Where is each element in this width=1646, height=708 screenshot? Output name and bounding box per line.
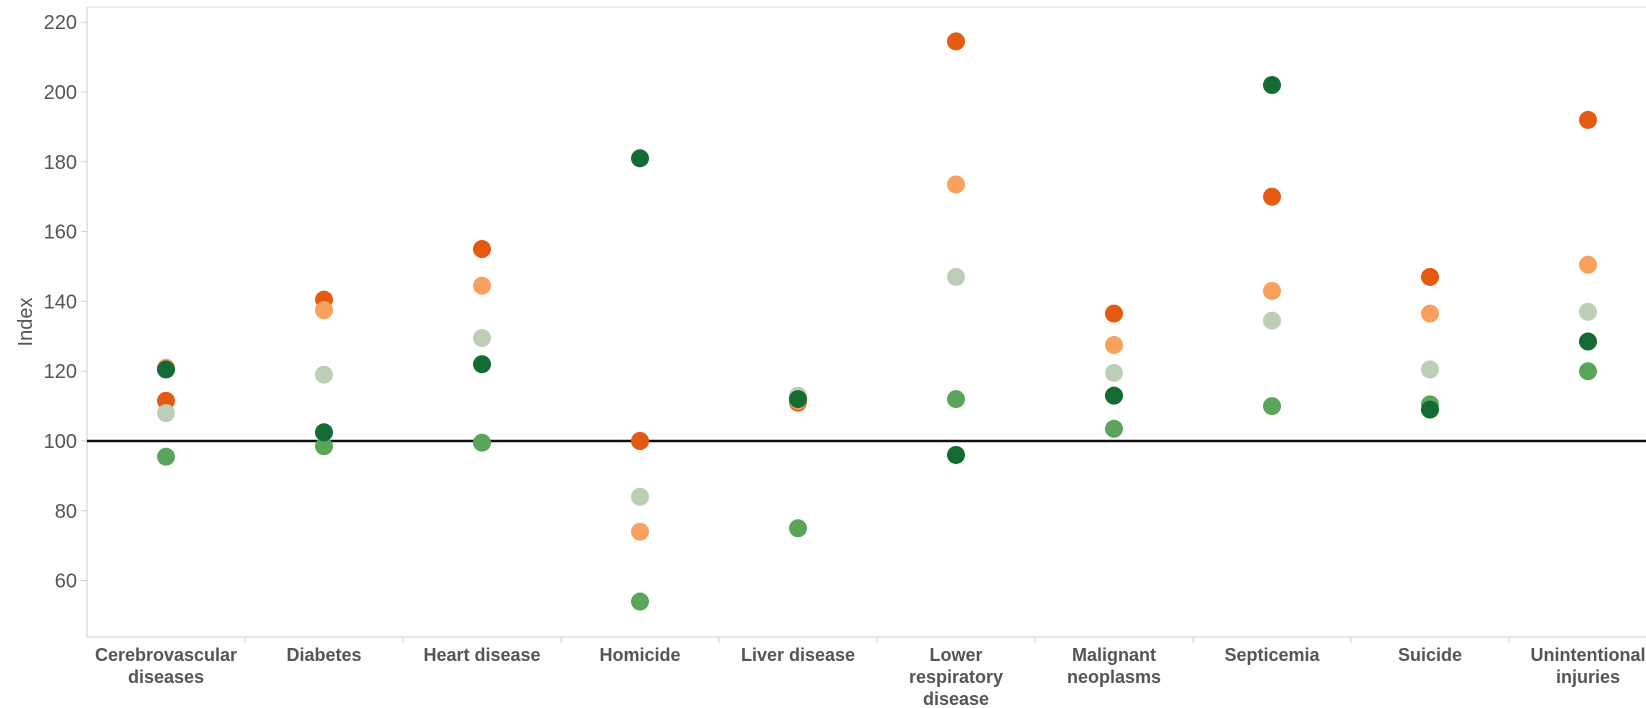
data-point[interactable] [315, 365, 333, 384]
x-category-label: Homicide [599, 645, 680, 665]
data-point[interactable] [1263, 281, 1281, 300]
x-category-label: Heart disease [423, 645, 540, 665]
y-tick-label: 140 [44, 291, 77, 313]
data-point[interactable] [157, 360, 175, 379]
data-point[interactable] [947, 390, 965, 409]
x-category-label: Malignant neoplasms [1067, 645, 1161, 687]
x-category-label: Lower respiratory disease [909, 645, 1003, 708]
data-point[interactable] [1579, 362, 1597, 381]
y-tick-label: 220 [44, 12, 77, 34]
data-point[interactable] [1421, 360, 1439, 379]
data-point[interactable] [631, 149, 649, 168]
data-point[interactable] [473, 433, 491, 452]
data-point[interactable] [473, 329, 491, 348]
y-tick-label: 100 [44, 431, 77, 453]
x-category-label: Suicide [1398, 645, 1462, 665]
data-point[interactable] [1105, 363, 1123, 382]
data-point[interactable] [1579, 110, 1597, 129]
data-point[interactable] [631, 592, 649, 611]
data-point[interactable] [789, 390, 807, 409]
data-point[interactable] [315, 437, 333, 456]
data-point[interactable] [947, 267, 965, 286]
data-point[interactable] [1263, 187, 1281, 206]
data-point[interactable] [1105, 304, 1123, 323]
data-point[interactable] [1421, 267, 1439, 286]
data-point[interactable] [315, 301, 333, 320]
data-point[interactable] [947, 32, 965, 51]
y-tick-label: 80 [55, 501, 77, 523]
data-point[interactable] [473, 240, 491, 259]
axes [86, 6, 1646, 638]
data-point[interactable] [157, 404, 175, 423]
y-tick-label: 160 [44, 222, 77, 244]
x-category-label: Diabetes [286, 645, 361, 665]
y-axis-title: Index [15, 298, 37, 347]
data-point[interactable] [1105, 386, 1123, 405]
data-point[interactable] [1579, 332, 1597, 351]
x-category-label: Septicemia [1224, 645, 1320, 665]
data-point[interactable] [473, 355, 491, 374]
data-point[interactable] [1421, 304, 1439, 323]
x-category-label: Liver disease [741, 645, 855, 665]
data-point[interactable] [1263, 311, 1281, 330]
data-point[interactable] [1105, 336, 1123, 355]
data-point[interactable] [315, 423, 333, 442]
data-point[interactable] [1579, 255, 1597, 274]
plot-border [86, 6, 1646, 638]
y-tick-label: 200 [44, 82, 77, 104]
data-point[interactable] [789, 519, 807, 538]
data-point[interactable] [157, 447, 175, 466]
data-point[interactable] [947, 175, 965, 194]
y-ticks: 60 80 100 120 140 160 180 200 220 [44, 12, 87, 593]
data-points [157, 32, 1597, 611]
data-point[interactable] [1105, 419, 1123, 438]
y-tick-label: 180 [44, 152, 77, 174]
data-point[interactable] [1421, 400, 1439, 419]
data-point[interactable] [1579, 302, 1597, 321]
x-ticks: Cerebrovascular diseases Diabetes Heart dis… [95, 637, 1646, 708]
data-point[interactable] [1263, 76, 1281, 95]
x-category-label: Cerebrovascular diseases [95, 645, 237, 687]
data-point[interactable] [631, 522, 649, 541]
y-tick-label: 60 [55, 571, 77, 593]
y-tick-label: 120 [44, 361, 77, 383]
data-point[interactable] [1263, 397, 1281, 416]
data-point[interactable] [631, 432, 649, 450]
data-point[interactable] [947, 445, 965, 464]
data-point[interactable] [473, 276, 491, 295]
x-category-label: Unintentional injuries [1531, 645, 1646, 687]
data-point[interactable] [631, 487, 649, 506]
